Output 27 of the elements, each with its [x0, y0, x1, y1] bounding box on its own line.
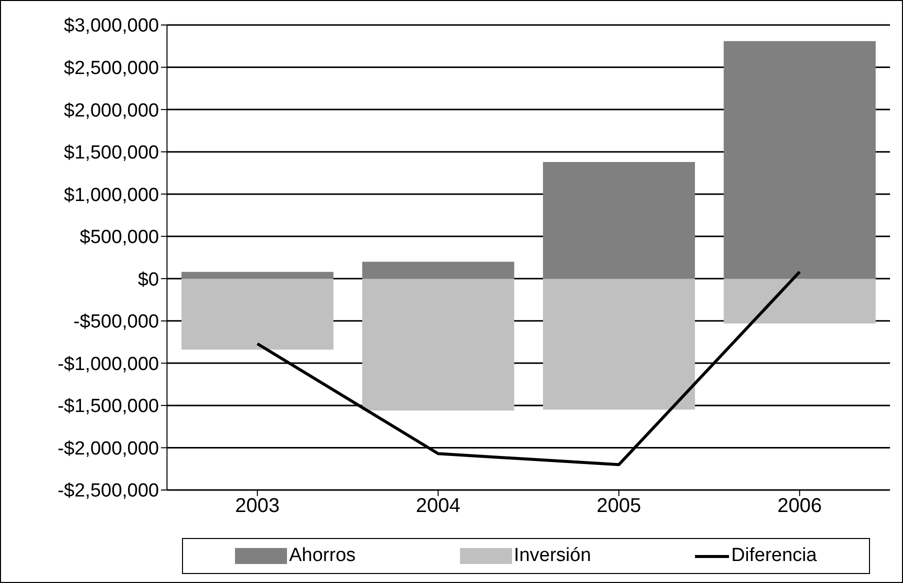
- bar: [542, 278, 695, 410]
- bar: [362, 262, 514, 279]
- x-tick-label: 2004: [416, 495, 460, 518]
- y-tick-label: -$1,500,000: [58, 396, 159, 418]
- y-tick-label: $1,000,000: [64, 184, 159, 206]
- bar: [181, 272, 334, 279]
- y-tick-label: $1,500,000: [64, 142, 159, 164]
- y-tick-label: -$1,000,000: [58, 354, 159, 375]
- bar: [542, 162, 695, 279]
- bar: [724, 41, 876, 279]
- y-tick-label: -$2,000,000: [58, 438, 159, 460]
- bar: [181, 278, 334, 350]
- x-tick-label: 2006: [777, 495, 822, 518]
- bar: [362, 278, 514, 411]
- y-tick-label: $500,000: [80, 227, 159, 248]
- y-tick-label: $0: [138, 269, 159, 290]
- bar: [724, 278, 876, 324]
- legend-label: Diferencia: [731, 545, 817, 567]
- y-tick-label: -$2,500,000: [58, 480, 159, 502]
- legend-label: Ahorros: [289, 545, 356, 567]
- y-tick-label: -$500,000: [73, 312, 159, 333]
- legend-label: Inversión: [514, 545, 592, 567]
- x-tick-label: 2005: [596, 495, 642, 518]
- y-tick-label: $3,000,000: [64, 16, 159, 37]
- y-tick-label: $2,500,000: [64, 58, 159, 80]
- x-tick-label: 2003: [235, 495, 280, 518]
- y-tick-label: $2,000,000: [64, 100, 159, 122]
